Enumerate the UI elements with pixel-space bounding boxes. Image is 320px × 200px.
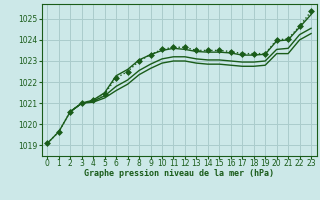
X-axis label: Graphe pression niveau de la mer (hPa): Graphe pression niveau de la mer (hPa) [84, 169, 274, 178]
